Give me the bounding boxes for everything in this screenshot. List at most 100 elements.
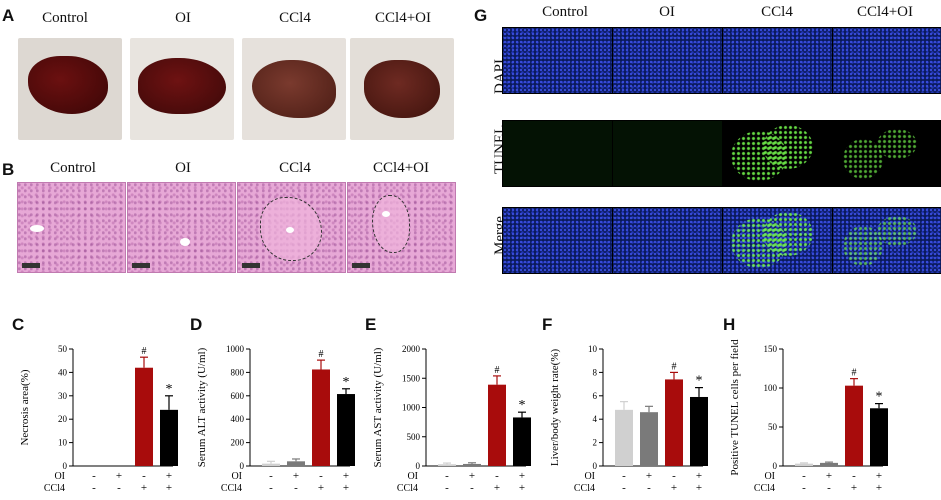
b-label-ccl4oi: CCl4+OI — [373, 160, 429, 176]
oi-sign: - — [495, 470, 499, 482]
liver-photo-ccl4oi — [350, 38, 454, 140]
bar-oi — [287, 461, 305, 466]
significance-mark: * — [876, 390, 883, 405]
chart-c: Necrosis area(%)01020304050--+-#-+*++OIC… — [19, 344, 178, 494]
he-image-ccl4 — [237, 182, 346, 273]
significance-mark: # — [672, 361, 677, 372]
bar-ccl4 — [665, 379, 683, 466]
y-tick-label: 1000 — [402, 403, 421, 413]
liver-photo-oi — [130, 38, 234, 140]
panel-label-g: G — [474, 6, 488, 25]
merge-ccl4oi — [832, 207, 941, 274]
ccl4-sign: + — [166, 482, 172, 494]
tunel-oi — [612, 120, 723, 187]
g-label-ccl4: CCl4 — [761, 4, 793, 20]
y-axis-label: Serum ALT activity (U/ml) — [196, 347, 208, 467]
y-tick-label: 0 — [593, 461, 598, 471]
significance-mark: # — [495, 365, 500, 376]
ccl4-sign: + — [519, 482, 525, 494]
significance-mark: # — [142, 346, 147, 357]
y-tick-label: 10 — [588, 344, 598, 354]
dapi-control — [502, 27, 613, 94]
oi-sign: + — [876, 470, 882, 482]
y-tick-label: 6 — [593, 391, 598, 401]
oi-sign: - — [269, 470, 273, 482]
panel-label-h: H — [723, 315, 736, 334]
y-tick-label: 0 — [63, 461, 68, 471]
y-tick-label: 30 — [58, 391, 68, 401]
y-tick-label: 500 — [407, 432, 421, 442]
bar-oi — [820, 462, 838, 466]
oi-row-label: OI — [407, 471, 418, 482]
ccl4-sign: - — [294, 482, 298, 494]
bar-oi — [463, 463, 481, 466]
oi-sign: + — [116, 470, 122, 482]
oi-sign: + — [696, 470, 702, 482]
y-axis-label: Liver/body weight rate(%) — [549, 349, 561, 467]
bar-ccl4-oi — [337, 394, 355, 466]
oi-sign: - — [852, 470, 856, 482]
y-tick-label: 4 — [593, 414, 598, 424]
y-tick-label: 20 — [58, 414, 68, 424]
oi-sign: + — [646, 470, 652, 482]
ccl4-row-label: CCl4 — [754, 483, 775, 494]
a-label-ccl4oi: CCl4+OI — [375, 10, 431, 26]
chart-e: Serum AST activity (U/ml) 0 500 1000 1500 200… — [372, 344, 531, 494]
b-label-ccl4: CCl4 — [279, 160, 311, 176]
bar-control — [262, 463, 280, 466]
b-label-control: Control — [50, 160, 96, 176]
merge-control — [502, 207, 613, 274]
oi-sign: + — [293, 470, 299, 482]
ccl4-row-label: CCl4 — [221, 483, 242, 494]
bar-ccl4 — [312, 369, 330, 466]
dapi-oi — [612, 27, 723, 94]
bar-control — [795, 463, 813, 466]
a-label-control: Control — [42, 10, 88, 26]
ccl4-sign: - — [827, 482, 831, 494]
ccl4-sign: - — [647, 482, 651, 494]
dapi-ccl4oi — [832, 27, 941, 94]
scale-bar — [352, 263, 370, 268]
oi-row-label: OI — [54, 471, 65, 482]
scale-bar — [22, 263, 40, 268]
y-tick-label: 600 — [231, 391, 245, 401]
panel-label-a: A — [2, 6, 15, 25]
ccl4-sign: + — [141, 482, 147, 494]
y-tick-label: 400 — [231, 414, 245, 424]
oi-sign: + — [469, 470, 475, 482]
oi-sign: + — [166, 470, 172, 482]
oi-sign: + — [519, 470, 525, 482]
tunel-control — [502, 120, 613, 187]
he-image-oi — [127, 182, 236, 273]
oi-sign: + — [826, 470, 832, 482]
oi-sign: - — [802, 470, 806, 482]
ccl4-sign: + — [318, 482, 324, 494]
chart-h: Positive TUNEL cells per field 0 50 100 150 -… — [729, 339, 888, 494]
a-label-oi: OI — [175, 10, 191, 26]
y-tick-label: 40 — [58, 367, 68, 377]
merge-ccl4 — [722, 207, 833, 274]
oi-row-label: OI — [584, 471, 595, 482]
chart-f: Liver/body weight rate(%) 0246810--+-#-+*… — [549, 344, 708, 494]
ccl4-sign: + — [494, 482, 500, 494]
y-tick-label: 1000 — [226, 344, 245, 354]
he-image-control — [17, 182, 126, 273]
oi-sign: - — [445, 470, 449, 482]
ccl4-sign: + — [851, 482, 857, 494]
scale-bar — [132, 263, 150, 268]
y-tick-label: 10 — [58, 438, 68, 448]
bar-oi — [640, 412, 658, 466]
oi-sign: - — [622, 470, 626, 482]
ccl4-sign: - — [470, 482, 474, 494]
bar-ccl4 — [845, 385, 863, 466]
bar-control — [615, 409, 633, 466]
oi-sign: + — [343, 470, 349, 482]
y-tick-label: 8 — [593, 367, 598, 377]
ccl4-sign: - — [622, 482, 626, 494]
panel-label-e: E — [365, 315, 377, 334]
y-tick-label: 200 — [231, 438, 245, 448]
oi-row-label: OI — [764, 471, 775, 482]
oi-sign: - — [142, 470, 146, 482]
bar-ccl4-oi — [690, 396, 708, 466]
merge-oi — [612, 207, 723, 274]
